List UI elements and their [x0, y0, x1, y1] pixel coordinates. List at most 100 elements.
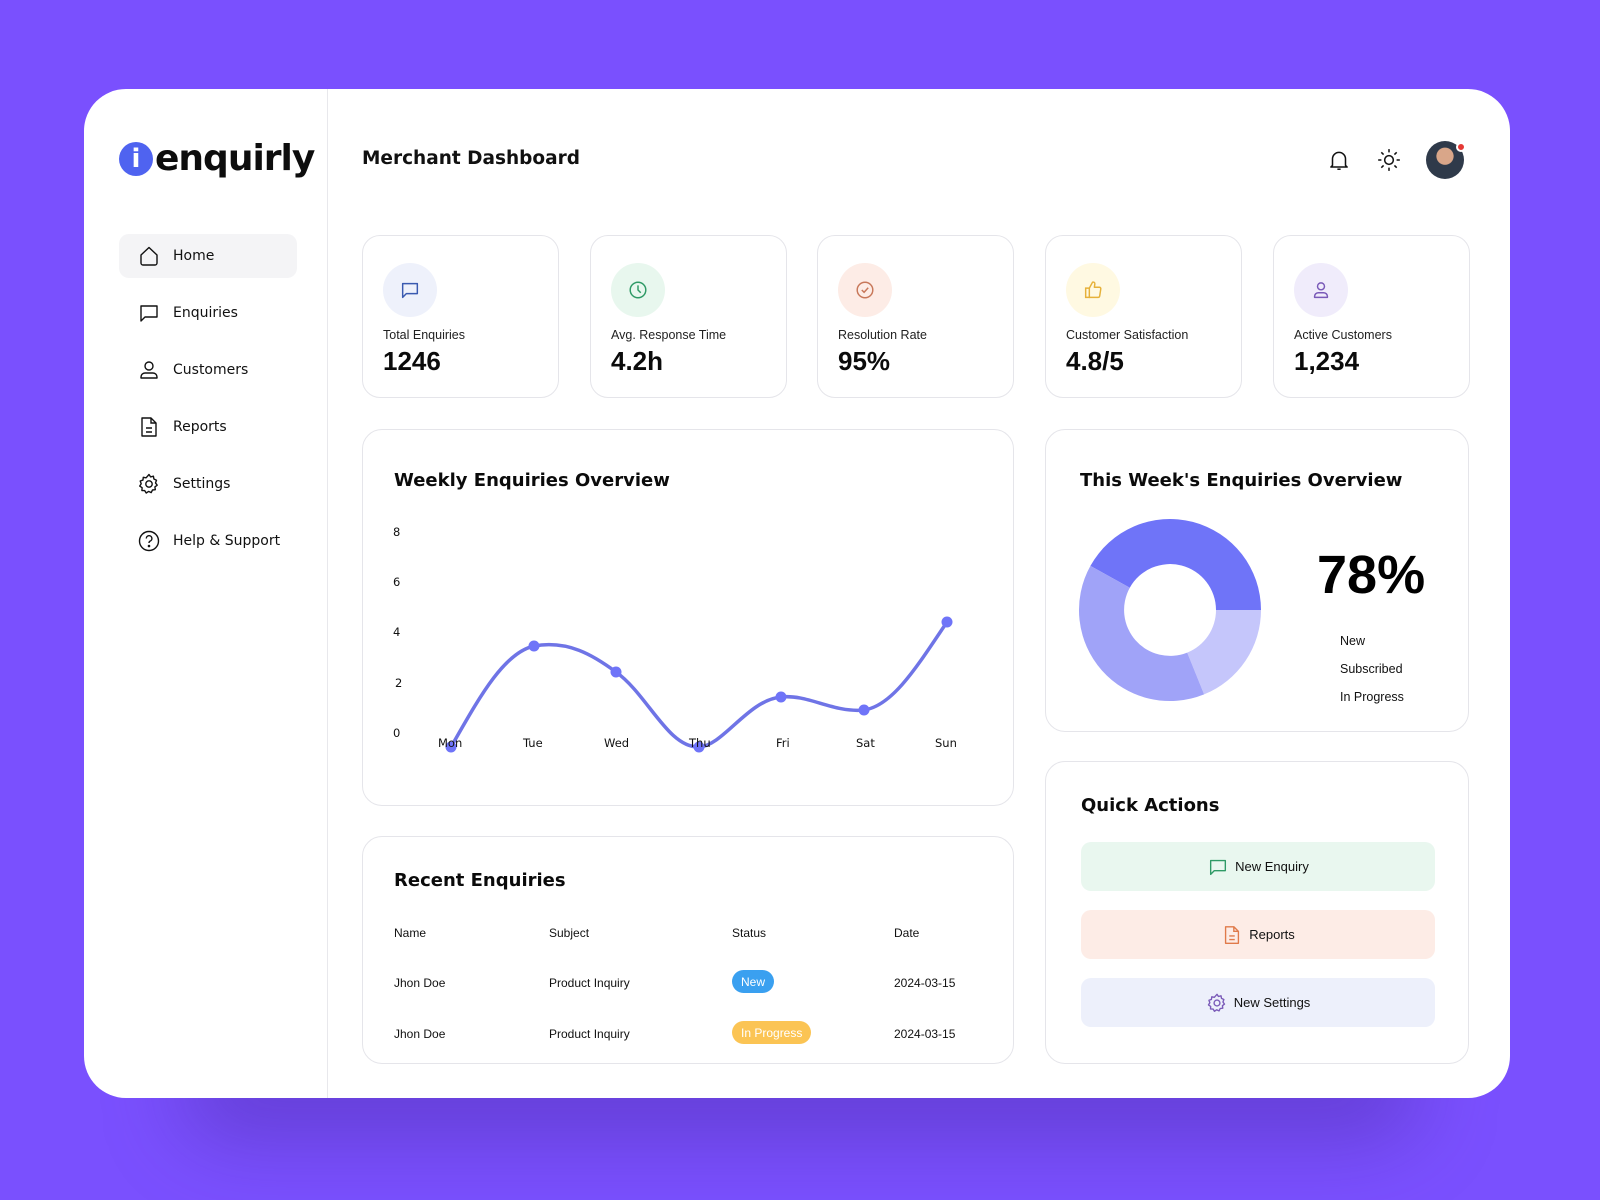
donut-center-value: 78%	[1317, 545, 1426, 605]
stat-card-active-customers: Active Customers 1,234	[1273, 235, 1470, 398]
stat-card-total-enquiries: Total Enquiries 1246	[362, 235, 559, 398]
new-settings-button[interactable]: New Settings	[1081, 978, 1435, 1027]
cell-name: Jhon Doe	[394, 1027, 446, 1041]
stat-label: Active Customers	[1294, 328, 1392, 342]
document-icon	[141, 417, 157, 437]
stat-value: 4.8/5	[1066, 346, 1124, 376]
x-tick: Fri	[776, 736, 790, 750]
column-header-name[interactable]: Name	[394, 926, 427, 940]
weekly-donut-chart-card: This Week's Enquiries Overview 78% New S…	[1045, 429, 1469, 732]
legend-item-subscribed[interactable]: Subscribed	[1340, 662, 1403, 676]
gear-icon	[1207, 993, 1225, 1012]
logo-text: enquirly	[155, 138, 315, 179]
stat-value: 4.2h	[611, 346, 664, 376]
stat-icon-wrap	[1066, 263, 1120, 317]
sidebar-item-label: Help & Support	[173, 533, 281, 549]
sidebar-item-label: Home	[173, 248, 215, 264]
user-icon	[140, 361, 158, 379]
status-badge-in-progress[interactable]: In Progress	[732, 1021, 812, 1044]
button-label: New Enquiry	[1235, 859, 1309, 874]
quick-actions-card: Quick Actions New Enquiry Reports New Se…	[1045, 761, 1469, 1064]
check-circle-icon	[856, 281, 874, 299]
sun-icon[interactable]	[1376, 147, 1402, 173]
quick-actions-title: Quick Actions	[1081, 795, 1220, 816]
x-tick: Sat	[856, 736, 875, 750]
x-tick: Wed	[604, 736, 630, 750]
stat-label: Resolution Rate	[838, 328, 927, 342]
button-label: New Settings	[1233, 995, 1311, 1010]
sidebar-item-reports[interactable]: Reports	[119, 405, 297, 449]
cell-date: 2024-03-15	[894, 1027, 956, 1041]
sidebar-item-settings[interactable]: Settings	[119, 462, 297, 506]
stat-value: 1,234	[1294, 346, 1360, 376]
cell-name: Jhon Doe	[394, 976, 446, 990]
weekly-enquiries-chart-card: Weekly Enquiries Overview 8 6 4 2 0 Mon	[362, 429, 1014, 806]
donut-segment-new[interactable]	[1090, 519, 1261, 610]
sidebar-item-label: Customers	[173, 362, 249, 378]
user-icon	[1313, 282, 1329, 299]
sidebar: i enquirly Home Enquiries Customers Repo…	[84, 89, 328, 1098]
sidebar-item-customers[interactable]: Customers	[119, 348, 297, 392]
stat-label: Avg. Response Time	[611, 328, 727, 342]
recent-enquiries-card: Recent Enquiries Name Subject Status Dat…	[362, 836, 1014, 1064]
stat-card-avg-response-time: Avg. Response Time 4.2h	[590, 235, 787, 398]
main-content: Merchant Dashboard Total Enquiries 1246 …	[328, 89, 1510, 1098]
data-points	[445, 616, 953, 753]
clock-icon	[629, 281, 647, 299]
legend-item-in-progress[interactable]: In Progress	[1340, 690, 1404, 704]
column-header-subject[interactable]: Subject	[549, 926, 590, 940]
sidebar-item-home[interactable]: Home	[119, 234, 297, 278]
sidebar-nav: Home Enquiries Customers Reports Setting…	[119, 234, 297, 576]
logo-info-icon: i	[119, 142, 153, 176]
user-avatar[interactable]	[1426, 141, 1466, 179]
sidebar-item-label: Enquiries	[173, 305, 238, 321]
stat-icon-wrap	[383, 263, 437, 317]
sidebar-item-help-support[interactable]: Help & Support	[119, 519, 297, 563]
table-title: Recent Enquiries	[394, 870, 566, 891]
stat-card-customer-satisfaction: Customer Satisfaction 4.8/5	[1045, 235, 1242, 398]
donut-segment-subscribed[interactable]	[1078, 565, 1205, 702]
stat-value: 1246	[383, 346, 441, 376]
document-icon	[1225, 925, 1240, 944]
stat-card-resolution-rate: Resolution Rate 95%	[817, 235, 1014, 398]
stat-label: Total Enquiries	[383, 328, 465, 342]
help-circle-icon	[138, 530, 160, 552]
donut-title: This Week's Enquiries Overview	[1080, 470, 1403, 491]
donut-chart	[1078, 519, 1261, 702]
gear-icon	[139, 473, 158, 494]
sidebar-item-label: Reports	[173, 419, 227, 435]
x-tick: Mon	[438, 736, 463, 750]
y-tick: 8	[393, 525, 401, 539]
column-header-date[interactable]: Date	[894, 926, 920, 940]
bell-icon[interactable]	[1326, 147, 1352, 173]
weekly-trend-line	[449, 620, 949, 749]
stat-value: 95%	[838, 346, 891, 376]
header-actions	[1326, 141, 1466, 179]
home-icon	[140, 246, 158, 266]
stat-label: Customer Satisfaction	[1066, 328, 1189, 342]
chat-bubble-icon	[401, 282, 419, 299]
reports-button[interactable]: Reports	[1081, 910, 1435, 959]
stat-icon-wrap	[1294, 263, 1348, 317]
thumbs-up-icon	[1084, 281, 1102, 299]
chat-bubble-icon	[1210, 859, 1227, 875]
donut-segment-in-progress[interactable]	[1187, 610, 1261, 695]
notification-dot	[1456, 142, 1466, 152]
y-tick: 2	[395, 676, 403, 690]
status-badge-new[interactable]: New	[732, 970, 775, 993]
app-window: i enquirly Home Enquiries Customers Repo…	[84, 89, 1510, 1098]
logo[interactable]: i enquirly	[119, 138, 315, 179]
x-tick: Tue	[523, 736, 543, 750]
y-tick: 4	[393, 625, 401, 639]
chat-bubble-icon	[140, 305, 158, 322]
legend-item-new[interactable]: New	[1340, 634, 1366, 648]
new-enquiry-button[interactable]: New Enquiry	[1081, 842, 1435, 891]
stat-icon-wrap	[838, 263, 892, 317]
sidebar-item-label: Settings	[173, 476, 231, 492]
cell-date: 2024-03-15	[894, 976, 956, 990]
sidebar-item-enquiries[interactable]: Enquiries	[119, 291, 297, 335]
column-header-status[interactable]: Status	[732, 926, 767, 940]
button-label: Reports	[1249, 927, 1295, 942]
page-title: Merchant Dashboard	[362, 148, 580, 169]
line-chart-plot	[445, 616, 953, 753]
